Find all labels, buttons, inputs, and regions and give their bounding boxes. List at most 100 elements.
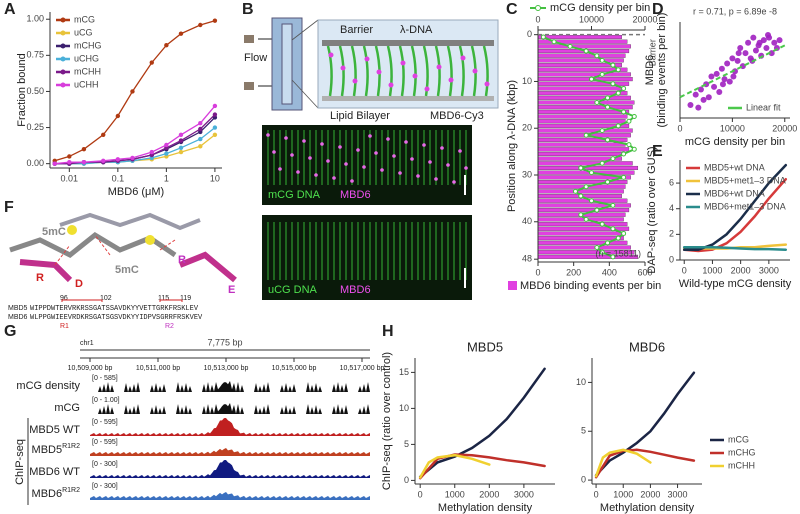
- x2-tick-label: 10000: [579, 14, 604, 24]
- x-tick-label: 10000: [720, 123, 745, 133]
- data-point: [610, 202, 616, 208]
- x-tick-label: 3000: [759, 265, 779, 275]
- protein-signal: [416, 174, 420, 178]
- series-line: [594, 371, 696, 477]
- protein-dot: [340, 65, 346, 71]
- protein-signal: [272, 150, 276, 154]
- legend-label: Linear fit: [746, 102, 781, 112]
- protein-signal: [344, 162, 348, 166]
- protein-signal: [452, 180, 456, 184]
- bar: [537, 231, 626, 236]
- region-label: R1: [60, 323, 69, 330]
- x-axis-label: MBD6 (μM): [108, 186, 164, 198]
- data-point: [605, 240, 611, 246]
- barrier-label: Barrier: [340, 24, 373, 36]
- x-tick-label: 2000: [640, 489, 660, 499]
- dna-strand: [326, 45, 333, 97]
- data-point: [750, 34, 757, 41]
- region-bracket: [61, 299, 183, 302]
- data-point: [708, 73, 715, 80]
- track-signal: [90, 448, 370, 456]
- track-label-sup: R1R2: [62, 487, 80, 494]
- data-point: [67, 160, 72, 165]
- series-line: [542, 36, 637, 258]
- y-axis-label: DAP-seq (ratio over GUS): [646, 146, 658, 273]
- dna-strand: [434, 45, 441, 97]
- y-tick-label: 0.75: [26, 50, 44, 60]
- legend-label: uCG: [74, 27, 93, 37]
- protein-signal: [290, 153, 294, 157]
- data-point: [692, 91, 699, 98]
- data-point: [615, 90, 621, 96]
- hydrogen-bonds: [54, 234, 176, 266]
- data-point: [621, 230, 627, 236]
- data-point: [178, 132, 184, 137]
- data-point: [52, 161, 57, 166]
- x-tick-label: 1000: [702, 265, 722, 275]
- data-point: [734, 57, 741, 64]
- dna-strand: [458, 45, 465, 97]
- panel-label: F: [4, 199, 14, 216]
- data-point: [605, 104, 611, 110]
- data-point: [729, 55, 736, 62]
- data-point: [178, 31, 184, 36]
- bar: [537, 77, 633, 82]
- legend-label: MBD5+met1–3 DNA: [704, 175, 786, 185]
- coordinate-label: 10,509,000 bp: [68, 365, 113, 372]
- data-point: [605, 95, 611, 101]
- data-point: [101, 158, 106, 163]
- legend-label: mCG density per bin: [550, 2, 650, 14]
- data-point: [752, 47, 759, 54]
- data-point: [578, 193, 584, 199]
- bar: [537, 105, 633, 110]
- legend-label: uCHH: [74, 79, 99, 89]
- legend-label: MBD6 binding events per bin: [520, 280, 661, 292]
- x-tick-label: 10: [210, 173, 220, 183]
- legend-label: mCG: [728, 434, 749, 444]
- panel-label: G: [4, 323, 16, 340]
- series-line: [682, 163, 788, 251]
- dna-strand: [350, 45, 357, 97]
- data-point: [130, 89, 135, 94]
- bar: [537, 72, 631, 77]
- dna-label: λ-DNA: [400, 24, 433, 36]
- span-label: 7,775 bp: [207, 337, 242, 347]
- data-point: [583, 184, 589, 190]
- data-point: [599, 221, 605, 227]
- protein-signal: [422, 143, 426, 147]
- protein-signal: [356, 148, 360, 152]
- bar: [537, 203, 631, 208]
- protein-dot: [352, 78, 358, 84]
- annotation: (n = 15811): [595, 248, 641, 258]
- dna-strand: [482, 45, 489, 97]
- x-axis-label: Methylation density: [600, 502, 695, 514]
- legend-marker: [60, 56, 66, 62]
- data-point: [742, 50, 749, 57]
- data-point: [572, 188, 578, 194]
- dna-strand: [386, 45, 393, 97]
- dna-strand: [398, 45, 405, 97]
- data-point: [599, 57, 605, 63]
- track-range: [0 - 595]: [92, 419, 118, 426]
- legend-marker: [60, 69, 66, 75]
- zoom-line: [291, 19, 319, 41]
- data-point: [67, 154, 72, 159]
- x-tick-label: 1000: [613, 489, 633, 499]
- bar: [537, 86, 626, 91]
- data-point: [765, 31, 771, 38]
- data-point: [626, 118, 632, 124]
- tracks: mCG density [0 - 585] mCG [0 - 1.00] MBD5 WT…: [16, 375, 370, 500]
- residue-number: 96: [60, 295, 68, 302]
- data-point: [567, 43, 573, 49]
- data-point: [594, 207, 600, 213]
- x-tick-label: 2000: [479, 489, 499, 499]
- protein-dot: [400, 60, 406, 66]
- region-label: R2: [165, 323, 174, 330]
- data-point: [178, 145, 184, 150]
- data-point: [599, 249, 605, 255]
- track-label: MBD5R1R2: [32, 443, 81, 456]
- bar: [537, 53, 626, 58]
- track-label: MBD5 WT: [29, 424, 80, 436]
- protein-signal: [278, 167, 282, 171]
- data-point: [115, 157, 121, 162]
